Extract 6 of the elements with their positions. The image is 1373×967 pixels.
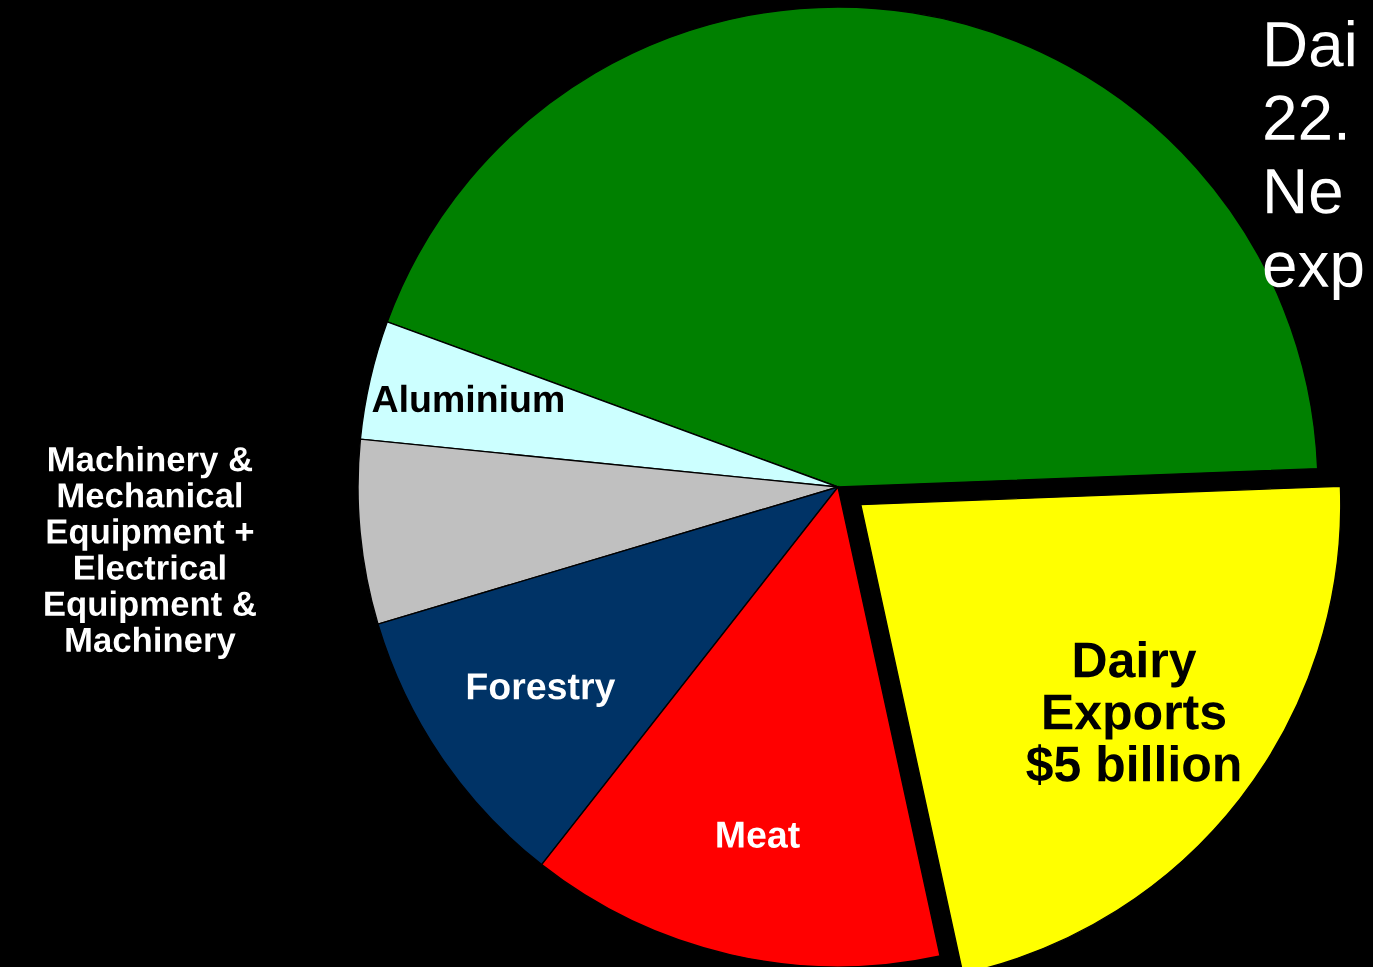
slice-label: Aluminium (372, 384, 563, 413)
slice-label: Machinery & Mechanical Equipment + Electrical Equipment & Machinery (45, 445, 256, 660)
text: Dai 22. Ne exp (1264, 20, 1363, 300)
slice-label: Dairy Exports $5 billion (1026, 640, 1240, 785)
slice-label: Forestry (467, 673, 616, 708)
slice-label: Meat (717, 821, 800, 848)
